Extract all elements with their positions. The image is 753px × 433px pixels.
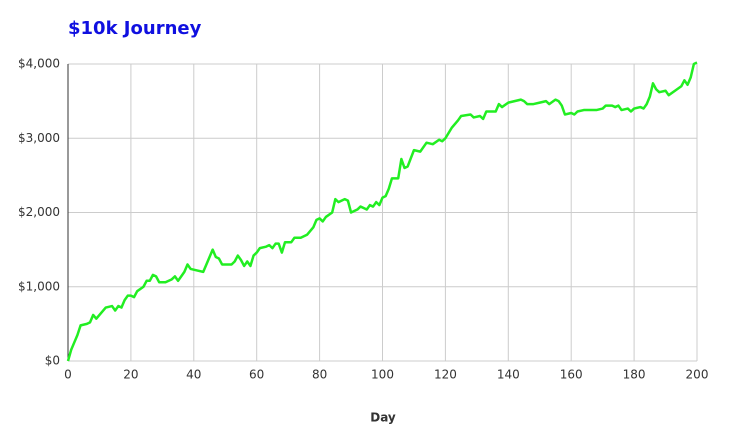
x-tick-label: 60 <box>249 368 264 382</box>
y-tick-label: $3,000 <box>18 131 60 145</box>
x-tick-label: 200 <box>686 368 709 382</box>
y-tick-label: $4,000 <box>18 57 60 71</box>
x-tick-label: 80 <box>312 368 327 382</box>
x-tick-label: 140 <box>497 368 520 382</box>
x-tick-label: 160 <box>560 368 583 382</box>
x-tick-label: 180 <box>623 368 646 382</box>
y-tick-label: $1,000 <box>18 279 60 293</box>
y-tick-label: $2,000 <box>18 205 60 219</box>
x-axis-label: Day <box>370 411 396 425</box>
x-tick-label: 40 <box>186 368 201 382</box>
x-tick-label: 120 <box>434 368 457 382</box>
chart-title: $10k Journey <box>68 18 202 39</box>
x-tick-label: 100 <box>371 368 394 382</box>
x-tick-label: 0 <box>64 368 72 382</box>
data-line <box>66 61 698 362</box>
y-tick-label: $0 <box>45 354 60 368</box>
x-tick-label: 20 <box>123 368 138 382</box>
